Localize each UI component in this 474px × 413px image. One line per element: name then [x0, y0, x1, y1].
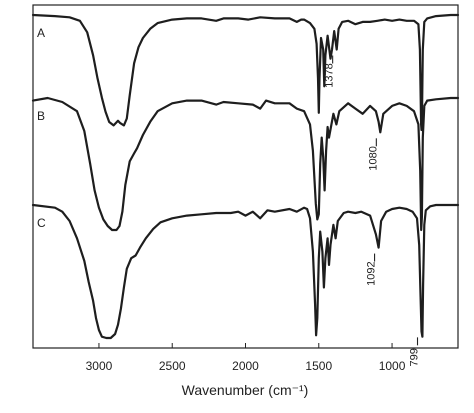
series-label-layer: A B C — [37, 26, 46, 230]
series-b-label: B — [37, 109, 45, 123]
annotation-1080-label: 1080 — [367, 146, 379, 170]
series-layer — [31, 13, 460, 340]
annotation-1378-label: 1378 — [324, 63, 336, 87]
x-tick-1500-label: 1500 — [305, 359, 332, 373]
annotation-799-label: 799 — [409, 348, 421, 366]
x-tick-1000-label: 1000 — [379, 359, 406, 373]
series-b-line — [31, 96, 460, 232]
x-axis-ticks: 3000 2500 2000 1500 1000 — [86, 343, 406, 373]
x-tick-3000-label: 3000 — [86, 359, 113, 373]
x-tick-2500-label: 2500 — [159, 359, 186, 373]
series-a-line — [31, 13, 460, 132]
series-c-label: C — [37, 216, 46, 230]
annotation-1092-label: 1092 — [366, 261, 378, 285]
annotation-layer: 1378 1080 1092 799 — [324, 55, 421, 367]
plot-frame — [32, 4, 459, 349]
series-a-label: A — [37, 26, 45, 40]
x-axis-label: Wavenumber (cm⁻¹) — [182, 382, 309, 398]
series-c-line — [31, 203, 460, 340]
x-tick-2000-label: 2000 — [232, 359, 259, 373]
